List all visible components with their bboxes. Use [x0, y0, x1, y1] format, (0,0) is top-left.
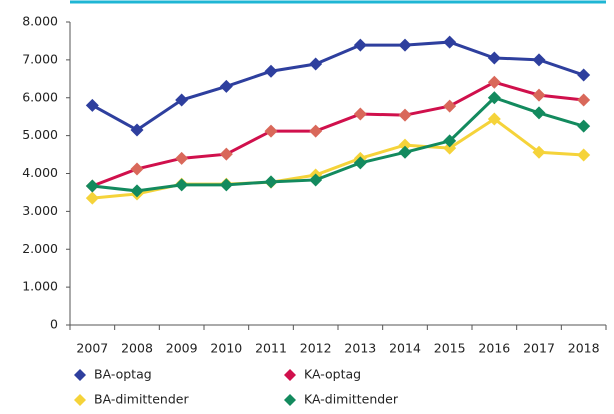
point-marker [443, 35, 457, 49]
point-marker [398, 108, 412, 122]
point-marker [577, 68, 591, 82]
x-tick-label: 2007 [76, 341, 108, 356]
x-tick-label: 2013 [344, 341, 376, 356]
x-tick-label: 2011 [255, 341, 287, 356]
point-marker [532, 145, 546, 159]
point-marker [85, 98, 99, 112]
point-marker [264, 124, 278, 138]
point-marker [309, 124, 323, 138]
point-marker [175, 151, 189, 165]
legend-marker [74, 369, 86, 381]
point-marker [309, 57, 323, 71]
point-marker [532, 53, 546, 67]
y-tick-label: 6.000 [22, 89, 58, 104]
point-marker [443, 141, 457, 155]
series-line [92, 96, 585, 193]
point-marker [353, 156, 367, 170]
x-tick-label: 2009 [166, 341, 198, 356]
point-marker [487, 91, 501, 105]
x-tick-label: 2015 [434, 341, 466, 356]
point-marker [487, 112, 501, 126]
point-marker [309, 173, 323, 187]
point-marker [577, 93, 591, 107]
point-marker [577, 148, 591, 162]
legend-label: KA-dimittender [304, 392, 399, 407]
legend-marker [74, 394, 86, 406]
point-marker [353, 38, 367, 52]
point-marker [219, 147, 233, 161]
point-marker [175, 93, 189, 107]
point-marker [532, 88, 546, 102]
point-marker [398, 145, 412, 159]
point-marker [487, 75, 501, 89]
point-marker [532, 106, 546, 120]
x-tick-label: 2010 [210, 341, 242, 356]
legend-marker [284, 394, 296, 406]
y-tick-label: 0 [50, 317, 58, 332]
point-marker [398, 38, 412, 52]
x-tick-label: 2012 [300, 341, 332, 356]
legend-label: KA-optag [304, 367, 361, 382]
legend-label: BA-optag [94, 367, 152, 382]
x-tick-label: 2018 [568, 341, 600, 356]
series-line [91, 80, 584, 188]
x-tick-label: 2014 [389, 341, 421, 356]
point-marker [219, 178, 233, 192]
x-tick-label: 2008 [121, 341, 153, 356]
y-tick-label: 4.000 [22, 165, 58, 180]
point-marker [130, 123, 144, 137]
y-tick-label: 7.000 [22, 51, 58, 66]
point-marker [130, 162, 144, 176]
y-tick-label: 2.000 [22, 241, 58, 256]
point-marker [219, 79, 233, 93]
point-marker [353, 107, 367, 121]
y-tick-label: 8.000 [22, 14, 58, 29]
point-marker [443, 99, 457, 113]
point-marker [398, 138, 412, 152]
series-line [91, 40, 585, 132]
y-tick-label: 1.000 [22, 279, 58, 294]
point-marker [264, 175, 278, 189]
point-marker [130, 184, 144, 198]
x-tick-label: 2017 [523, 341, 555, 356]
y-tick-label: 5.000 [22, 127, 58, 142]
x-tick-label: 2016 [478, 341, 510, 356]
point-marker [443, 134, 457, 148]
y-tick-label: 3.000 [22, 203, 58, 218]
point-marker [175, 178, 189, 192]
point-marker [85, 179, 99, 193]
legend-label: BA-dimittender [94, 392, 189, 407]
point-marker [577, 119, 591, 133]
point-marker [487, 51, 501, 65]
point-marker [85, 191, 99, 205]
legend-marker [284, 369, 296, 381]
point-marker [264, 64, 278, 78]
